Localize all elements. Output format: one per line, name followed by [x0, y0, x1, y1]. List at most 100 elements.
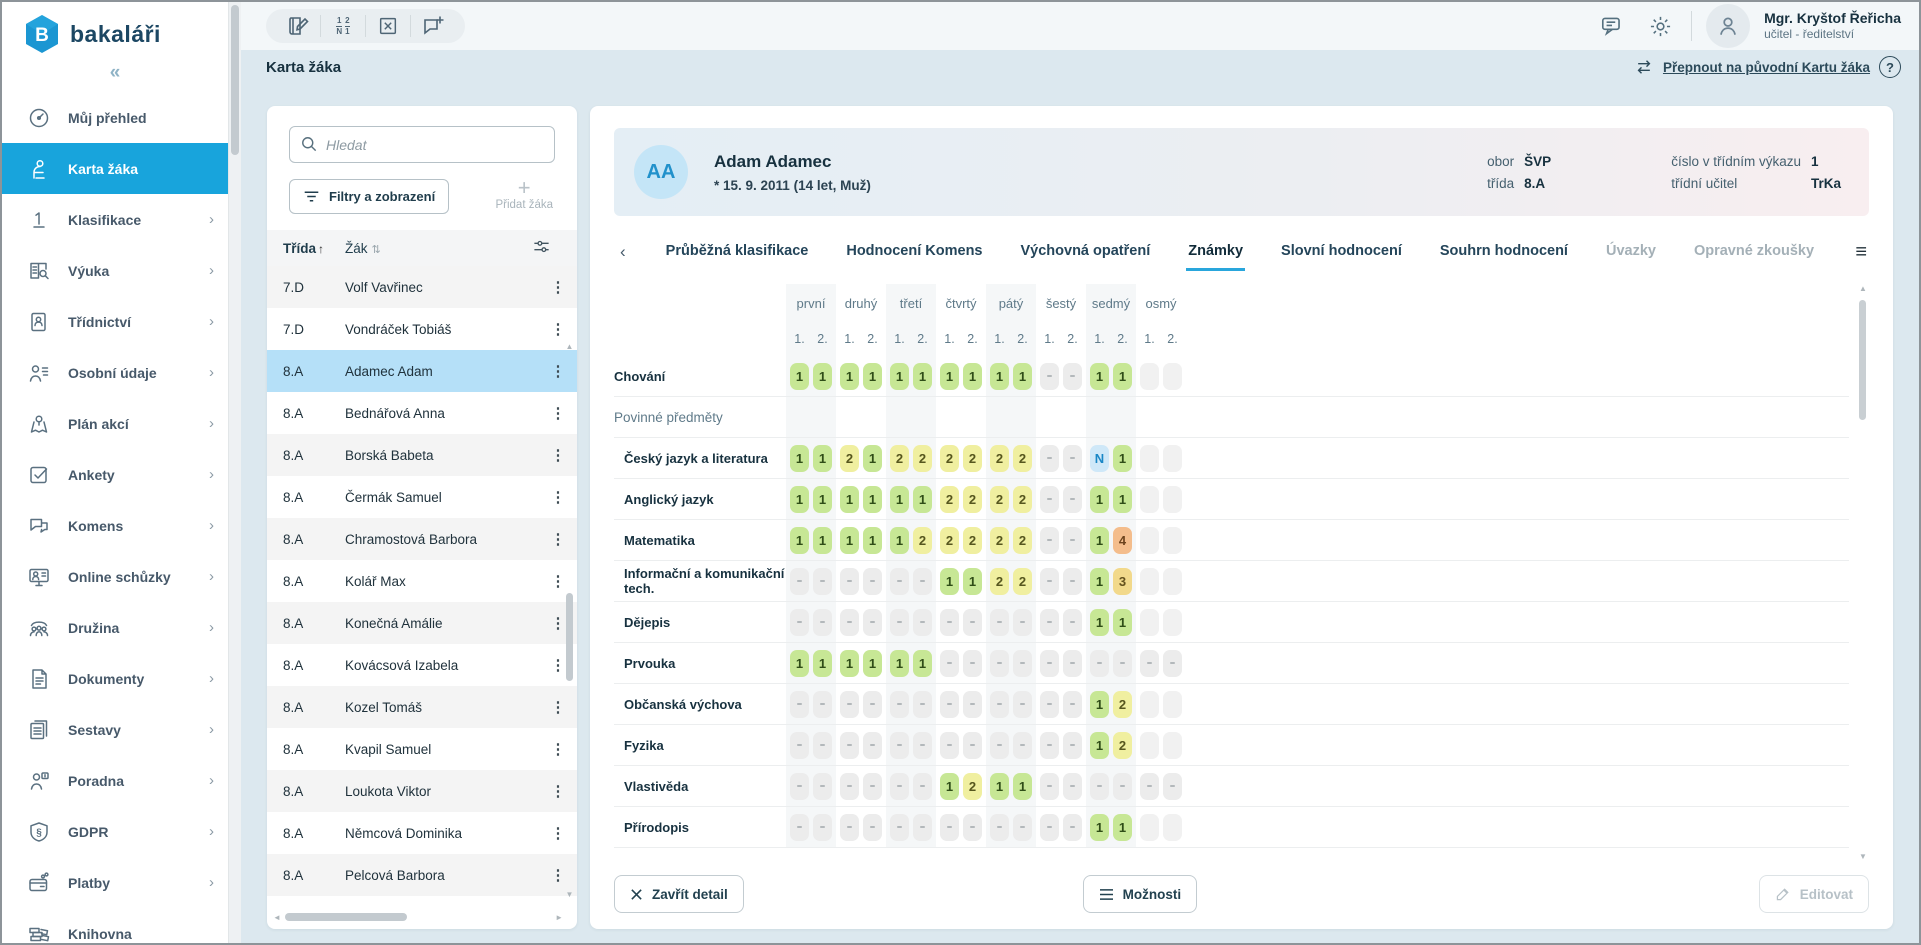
grade-chip[interactable]: 1: [863, 362, 882, 390]
grade-chip[interactable]: 1: [940, 362, 959, 390]
grade-chip[interactable]: [1063, 690, 1082, 718]
row-menu-button[interactable]: ⋮: [550, 783, 566, 800]
row-menu-button[interactable]: ⋮: [550, 279, 566, 296]
grade-chip[interactable]: 1: [790, 362, 809, 390]
add-student-button[interactable]: + Přidat žáka: [495, 177, 555, 212]
edit-button[interactable]: Editovat: [1758, 875, 1869, 913]
grade-chip[interactable]: 2: [890, 444, 909, 472]
grade-chip[interactable]: [890, 690, 909, 718]
grade-chip[interactable]: [890, 772, 909, 800]
grade-chip[interactable]: 1: [940, 567, 959, 595]
grade-chip[interactable]: [790, 608, 809, 636]
row-menu-button[interactable]: ⋮: [550, 447, 566, 464]
sidebar-item-dokumenty[interactable]: Dokumenty ›: [2, 653, 228, 704]
grade-chip[interactable]: 1: [890, 362, 909, 390]
grade-chip[interactable]: [963, 690, 982, 718]
user-avatar[interactable]: [1706, 4, 1751, 48]
grade-chip[interactable]: 1: [863, 526, 882, 554]
grade-chip[interactable]: [1163, 444, 1182, 472]
table-row[interactable]: 8.A Kolář Max ⋮: [267, 560, 577, 602]
tabs-back-chevron-icon[interactable]: ‹: [620, 242, 626, 261]
grade-chip[interactable]: 1: [813, 485, 832, 513]
grades-scrollbar-thumb[interactable]: [1859, 300, 1866, 420]
grade-chip[interactable]: 1: [840, 526, 859, 554]
grade-chip[interactable]: [1140, 772, 1159, 800]
grades-scroll-down-arrow[interactable]: ▼: [1859, 852, 1867, 861]
table-row[interactable]: 8.A Pelcová Barbora ⋮: [267, 854, 577, 896]
grade-chip[interactable]: [990, 690, 1009, 718]
switch-to-original-card-link[interactable]: Přepnout na původní Kartu žáka: [1662, 59, 1870, 75]
grade-chip[interactable]: [1090, 649, 1109, 677]
new-message-button[interactable]: [411, 13, 455, 39]
grade-chip[interactable]: 1: [1090, 690, 1109, 718]
grade-chip[interactable]: [1140, 608, 1159, 636]
sidebar-item-knihovna[interactable]: Knihovna: [2, 908, 228, 943]
grade-chip[interactable]: 1: [1090, 485, 1109, 513]
grade-chip[interactable]: [940, 813, 959, 841]
grade-chip[interactable]: [1163, 567, 1182, 595]
options-button[interactable]: Možnosti: [1082, 875, 1198, 913]
grade-chip[interactable]: [1163, 526, 1182, 554]
grade-chip[interactable]: 2: [963, 444, 982, 472]
grade-chip[interactable]: 2: [1013, 567, 1032, 595]
grade-chip[interactable]: [1013, 608, 1032, 636]
grade-chip[interactable]: [1140, 362, 1159, 390]
grade-chip[interactable]: [1163, 362, 1182, 390]
grade-chip[interactable]: 1: [1113, 608, 1132, 636]
grade-chip[interactable]: [1040, 772, 1059, 800]
grade-chip[interactable]: [940, 608, 959, 636]
help-button[interactable]: ?: [1879, 56, 1901, 78]
grade-chip[interactable]: 1: [913, 649, 932, 677]
row-menu-button[interactable]: ⋮: [550, 363, 566, 380]
grade-chip[interactable]: 1: [890, 649, 909, 677]
grade-chip[interactable]: 2: [940, 526, 959, 554]
sidebar-item-dru-ina[interactable]: Družina ›: [2, 602, 228, 653]
sidebar-collapse-button[interactable]: «: [109, 62, 121, 83]
tab-v-chovn-opat-en-[interactable]: Výchovná opatření: [1020, 242, 1151, 259]
grade-chip[interactable]: [1163, 485, 1182, 513]
grade-chip[interactable]: [840, 567, 859, 595]
grade-chip[interactable]: 1: [1090, 608, 1109, 636]
table-row[interactable]: 8.A Adamec Adam ⋮: [267, 350, 577, 392]
grade-chip[interactable]: [1140, 690, 1159, 718]
grade-chip[interactable]: [790, 690, 809, 718]
grade-chip[interactable]: 1: [913, 485, 932, 513]
grade-chip[interactable]: [1140, 444, 1159, 472]
grade-chip[interactable]: [1040, 444, 1059, 472]
grade-chip[interactable]: 2: [1113, 690, 1132, 718]
grade-chip[interactable]: [1040, 690, 1059, 718]
messages-button[interactable]: [1595, 9, 1629, 43]
grade-chip[interactable]: [1163, 813, 1182, 841]
grade-chip[interactable]: [813, 608, 832, 636]
grade-chip[interactable]: [1013, 813, 1032, 841]
grade-chip[interactable]: 1: [890, 485, 909, 513]
grade-chip[interactable]: 1: [1090, 362, 1109, 390]
grades-vertical-scrollbar[interactable]: ▲ ▼: [1857, 284, 1869, 861]
grade-chip[interactable]: [863, 690, 882, 718]
sidebar-item-osobn-daje[interactable]: Osobní údaje ›: [2, 347, 228, 398]
grade-chip[interactable]: [1040, 813, 1059, 841]
grade-chip[interactable]: 2: [1013, 526, 1032, 554]
grade-chip[interactable]: [1013, 690, 1032, 718]
grade-chip[interactable]: [913, 690, 932, 718]
table-row[interactable]: 8.A Konečná Amálie ⋮: [267, 602, 577, 644]
grade-chip[interactable]: [990, 731, 1009, 759]
grade-chip[interactable]: [1163, 772, 1182, 800]
grade-chip[interactable]: [863, 608, 882, 636]
grade-chip[interactable]: 4: [1113, 526, 1132, 554]
grade-chip[interactable]: 2: [1013, 444, 1032, 472]
grade-chip[interactable]: [1113, 772, 1132, 800]
column-header-student[interactable]: Žák ⇅: [345, 240, 381, 256]
column-header-class[interactable]: Třída ↑: [283, 240, 325, 256]
tab-zn-mky[interactable]: Známky: [1186, 234, 1246, 271]
grade-chip[interactable]: [863, 772, 882, 800]
table-row[interactable]: 7.D Volf Vavřinec ⋮: [267, 266, 577, 308]
sidebar-item-platby[interactable]: Platby ›: [2, 857, 228, 908]
sidebar-item-klasifikace[interactable]: Klasifikace ›: [2, 194, 228, 245]
grade-chip[interactable]: 2: [963, 526, 982, 554]
grade-chip[interactable]: [863, 567, 882, 595]
grade-chip[interactable]: 1: [1090, 526, 1109, 554]
grade-chip[interactable]: [1063, 772, 1082, 800]
table-row[interactable]: 8.A Němcová Dominika ⋮: [267, 812, 577, 854]
grade-chip[interactable]: 2: [840, 444, 859, 472]
